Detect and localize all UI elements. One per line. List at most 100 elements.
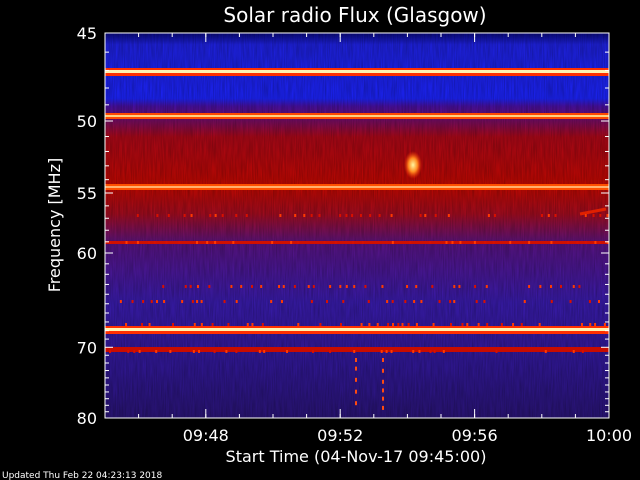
plot-frame xyxy=(104,32,610,419)
interference-dot xyxy=(310,214,313,217)
interference-dot xyxy=(594,241,597,244)
interference-dot xyxy=(598,241,601,244)
interference-dot xyxy=(540,214,543,217)
interference-dot xyxy=(445,241,448,244)
interference-dot xyxy=(434,214,437,217)
interference-dot xyxy=(598,300,601,303)
interference-dot xyxy=(136,214,139,217)
interference-dot xyxy=(429,241,432,244)
interference-dot xyxy=(211,323,214,326)
interference-dot xyxy=(420,300,423,303)
interference-dot xyxy=(323,241,326,244)
interference-dot xyxy=(560,285,563,288)
interference-dot xyxy=(390,214,393,217)
spectrum-noise xyxy=(105,33,609,418)
interference-dot xyxy=(382,388,384,393)
interference-dot xyxy=(190,214,193,217)
interference-dot xyxy=(382,358,384,362)
interference-dot xyxy=(418,350,421,353)
interference-dot xyxy=(473,241,476,244)
interference-dot xyxy=(361,241,364,244)
x-tick-label: 09:56 xyxy=(452,426,498,445)
interference-dot xyxy=(606,214,609,217)
interference-dot xyxy=(572,285,575,288)
interference-dot xyxy=(208,285,211,288)
interference-dot xyxy=(245,214,248,217)
interference-dot xyxy=(326,300,329,303)
interference-dot xyxy=(200,300,203,303)
interference-dot xyxy=(451,241,454,244)
y-tick-label: 50 xyxy=(77,112,97,131)
interference-dot xyxy=(378,214,381,217)
interference-dot xyxy=(125,323,128,326)
band-64mhz xyxy=(105,241,609,244)
interference-dot xyxy=(415,285,418,288)
interference-dot xyxy=(509,241,512,244)
band-59mhz-core xyxy=(105,186,609,188)
interference-dot xyxy=(230,285,233,288)
interference-dot xyxy=(589,323,592,326)
interference-dot xyxy=(382,405,384,410)
interference-dot xyxy=(136,241,139,244)
interference-dot xyxy=(163,300,166,303)
interference-dot xyxy=(251,323,254,326)
interference-dot xyxy=(380,350,383,353)
interference-dots xyxy=(109,214,609,410)
interference-dot xyxy=(109,350,111,353)
y-axis: 45 50 55 60 70 80 xyxy=(77,24,609,428)
interference-dot xyxy=(339,323,342,326)
interference-dot xyxy=(312,285,315,288)
interference-dot xyxy=(250,285,253,288)
interference-dot xyxy=(528,241,531,244)
x-tick-label: 09:48 xyxy=(183,426,229,445)
interference-dot xyxy=(155,350,158,353)
interference-dot xyxy=(359,214,362,217)
interference-dot xyxy=(599,214,602,217)
interference-dot xyxy=(345,214,348,217)
interference-dot xyxy=(150,300,153,303)
interference-dot xyxy=(351,241,354,244)
interference-dot xyxy=(235,214,238,217)
interference-dot xyxy=(133,350,136,353)
interference-dot xyxy=(329,285,332,288)
drift-feature xyxy=(579,207,607,216)
interference-dot xyxy=(141,323,144,326)
interference-dot xyxy=(376,323,379,326)
interference-dot xyxy=(270,300,273,303)
interference-dot xyxy=(539,285,542,288)
interference-dot xyxy=(550,300,553,303)
interference-dot xyxy=(303,214,306,217)
interference-dot xyxy=(407,323,410,326)
interference-dot xyxy=(214,241,217,244)
interference-dot xyxy=(580,323,583,326)
y-tick-label: 55 xyxy=(77,184,97,203)
interference-dot xyxy=(584,214,587,217)
interference-dot xyxy=(385,350,388,353)
interference-dot xyxy=(280,300,283,303)
interference-dot xyxy=(449,323,452,326)
interference-dot xyxy=(353,350,356,353)
interference-dot xyxy=(477,323,480,326)
interference-dot xyxy=(353,285,356,288)
band-49mhz-core xyxy=(105,70,609,73)
interference-dot xyxy=(453,300,456,303)
interference-dot xyxy=(438,300,441,303)
interference-dot xyxy=(500,323,503,326)
interference-dot xyxy=(391,300,394,303)
interference-dot xyxy=(206,241,209,244)
interference-dot xyxy=(520,323,523,326)
interference-dot xyxy=(493,214,496,217)
interference-dot xyxy=(178,241,181,244)
interference-dot xyxy=(198,350,201,353)
interference-dot xyxy=(260,285,263,288)
interference-dot xyxy=(391,241,394,244)
interference-dot xyxy=(360,323,363,326)
interference-dot xyxy=(569,300,572,303)
interference-dot xyxy=(138,350,141,353)
interference-dot xyxy=(221,214,224,217)
interference-dot xyxy=(156,214,159,217)
interference-dot xyxy=(142,300,145,303)
interference-dot xyxy=(351,214,354,217)
interference-dot xyxy=(319,323,322,326)
interference-dot xyxy=(432,323,435,326)
